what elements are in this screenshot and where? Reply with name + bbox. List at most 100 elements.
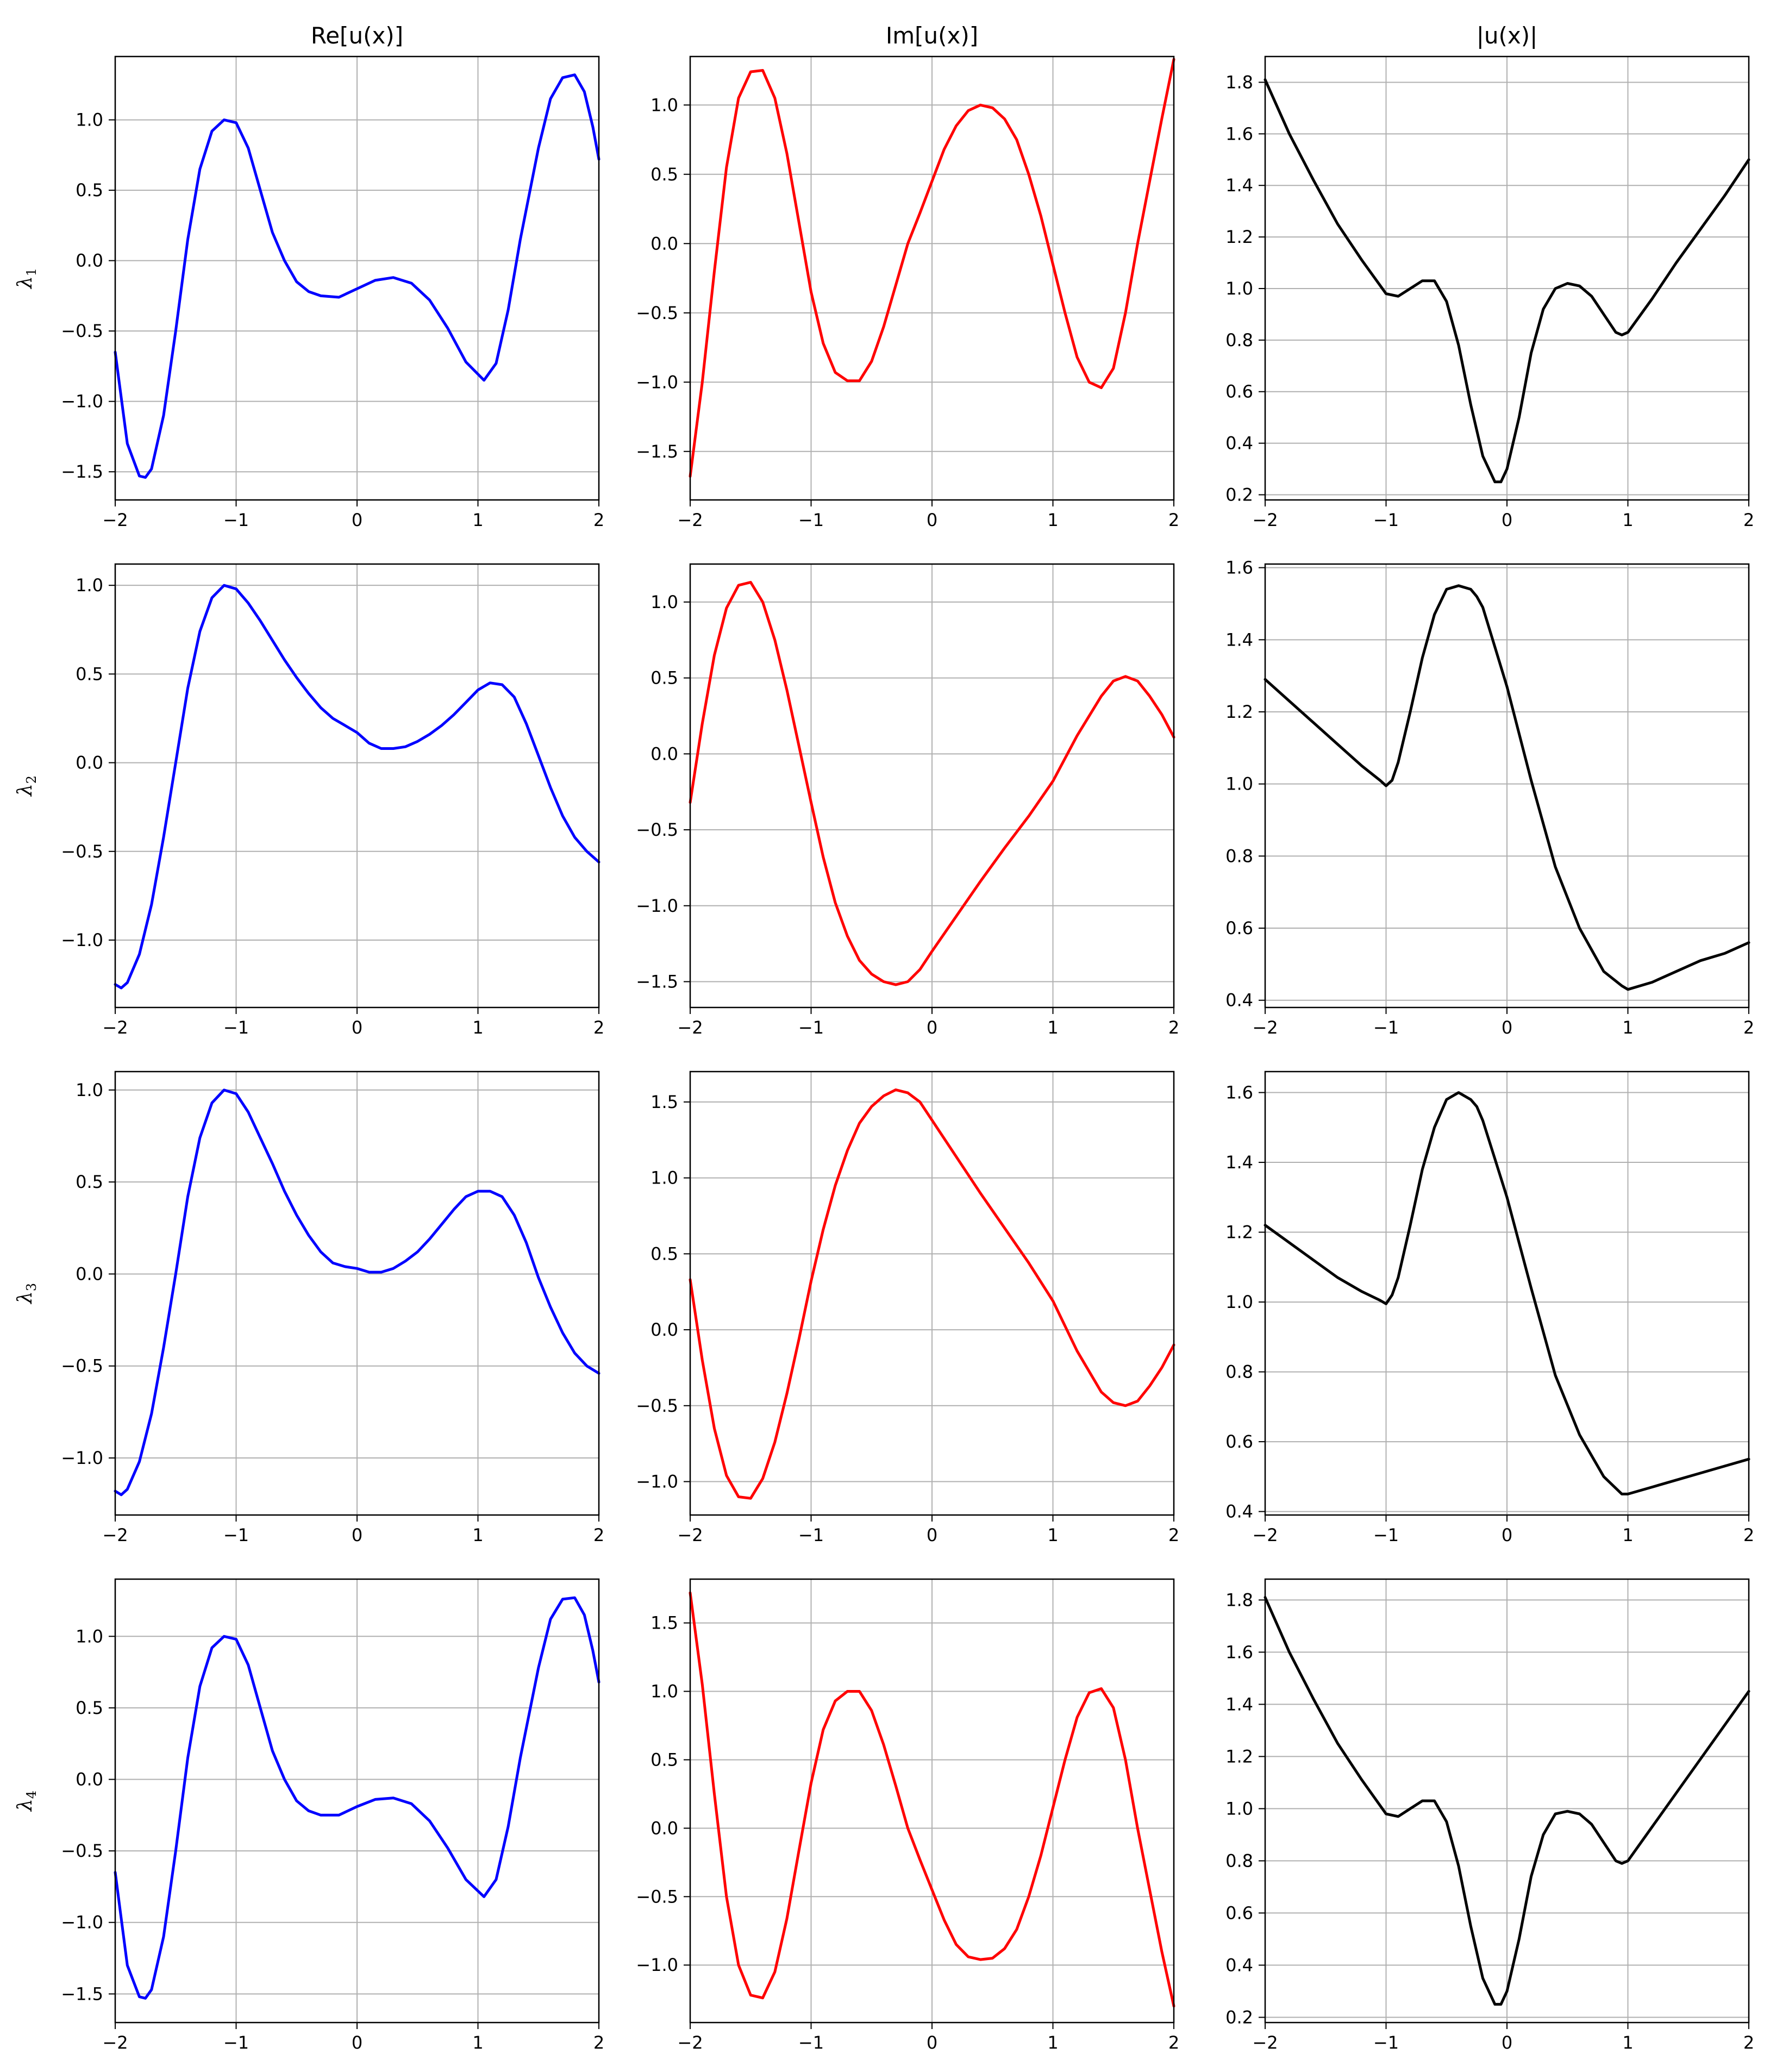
x-tick-label: 1: [1622, 2032, 1633, 2053]
y-tick-label: 0.4: [1225, 1955, 1253, 1975]
row-label-subscript: 2: [24, 775, 39, 784]
panel-r2-c1: −2 −1 0 1 2 −1.0 −0.5 0.0 0.5 1.0: [61, 563, 604, 1038]
series-line: [114, 1596, 601, 2000]
y-tick-label: 0.4: [1225, 1501, 1253, 1522]
panel-r1-c3: −2 −1 0 1 2 0.2 0.4 0.6 0.8 1.0 1.2 1.4 1.6 1.8: [1225, 55, 1754, 530]
col-title-re: Re[u(x)]: [311, 22, 403, 49]
x-tick-label: 1: [1622, 1525, 1633, 1545]
x-tick-label: 0: [1502, 1525, 1512, 1545]
x-tick-label: −1: [223, 1525, 249, 1545]
row-label-symbol: λ: [14, 1291, 36, 1305]
x-tick-label: −2: [1252, 1017, 1278, 1038]
y-tick-label: 1.0: [651, 95, 678, 115]
x-tick-label: −2: [677, 1525, 703, 1545]
y-tick-label: 1.0: [1225, 1292, 1253, 1312]
y-tick-label: 0.0: [76, 1769, 103, 1790]
x-tick-label: −2: [677, 2032, 703, 2053]
series-line: [689, 58, 1175, 478]
x-tick-label: 2: [1743, 1525, 1754, 1545]
y-tick-label: 1.0: [1225, 1798, 1253, 1819]
x-tick-label: −2: [677, 1017, 703, 1038]
x-tick-label: −2: [102, 2032, 128, 2053]
y-tick-label: −0.5: [61, 1841, 103, 1861]
x-tick-label: 2: [593, 1525, 604, 1545]
x-tick-label: 0: [1502, 510, 1512, 530]
x-tick-label: −1: [1373, 2032, 1399, 2053]
x-tick-label: 1: [1047, 1017, 1058, 1038]
y-tick-label: 0.5: [76, 1698, 103, 1718]
y-tick-label: 1.0: [651, 1168, 678, 1188]
y-tick-label: −1.0: [61, 930, 103, 950]
x-tick-label: 1: [472, 510, 483, 530]
col-title-abs: |u(x)|: [1477, 22, 1538, 49]
x-tick-label: −2: [102, 1017, 128, 1038]
y-tick-label: −1.5: [61, 1983, 103, 2004]
x-tick-label: −1: [798, 2032, 824, 2053]
y-tick-label: 0.5: [651, 668, 678, 688]
x-tick-label: −1: [1373, 1525, 1399, 1545]
x-tick-label: 0: [352, 1525, 362, 1545]
y-tick-label: 1.2: [1225, 702, 1253, 722]
row-label-subscript: 3: [24, 1283, 39, 1291]
y-tick-label: −0.5: [636, 819, 678, 840]
y-tick-label: 0.0: [651, 743, 678, 764]
x-tick-label: −2: [102, 510, 128, 530]
y-tick-label: 0.5: [651, 1243, 678, 1264]
x-tick-label: 2: [1168, 1017, 1179, 1038]
series-line: [689, 581, 1175, 986]
row-label-1: λ1: [14, 268, 39, 290]
y-tick-label: 1.0: [76, 1080, 103, 1100]
panel-r4-c3: −2 −1 0 1 2 0.2 0.4 0.6 0.8 1.0 1.2 1.4 1.6 1.8: [1225, 1578, 1754, 2053]
y-tick-label: −1.0: [61, 1448, 103, 1468]
panel-r4-c2: −2 −1 0 1 2 −1.0 −0.5 0.0 0.5 1.0 1.5: [636, 1578, 1179, 2053]
y-tick-label: 1.5: [651, 1613, 678, 1633]
y-tick-label: 1.6: [1225, 1642, 1253, 1662]
y-tick-label: 1.0: [651, 592, 678, 612]
x-tick-label: 2: [1168, 1525, 1179, 1545]
y-tick-label: 0.8: [1225, 846, 1253, 866]
row-label-symbol: λ: [14, 276, 36, 290]
y-tick-label: 0.6: [1225, 1902, 1253, 1923]
x-tick-label: −1: [1373, 510, 1399, 530]
x-tick-label: −1: [223, 510, 249, 530]
y-tick-label: −1.5: [636, 971, 678, 992]
y-tick-label: −0.5: [61, 1356, 103, 1376]
y-tick-label: −1.0: [636, 1472, 678, 1492]
x-tick-label: 2: [1743, 1017, 1754, 1038]
series-line: [114, 73, 601, 479]
x-tick-label: −2: [1252, 1525, 1278, 1545]
y-tick-label: −0.5: [61, 841, 103, 862]
x-tick-label: 0: [927, 510, 937, 530]
x-tick-label: 0: [927, 1525, 937, 1545]
y-tick-label: 1.6: [1225, 123, 1253, 144]
y-tick-label: 0.5: [76, 663, 103, 684]
x-tick-label: 2: [593, 1017, 604, 1038]
y-tick-label: 0.0: [651, 1818, 678, 1838]
y-tick-label: −1.0: [61, 1912, 103, 1933]
series-line: [1264, 78, 1750, 484]
y-tick-label: −1.0: [636, 896, 678, 916]
x-tick-label: −1: [223, 2032, 249, 2053]
y-tick-label: 0.0: [651, 233, 678, 254]
y-tick-label: 1.6: [1225, 1082, 1253, 1103]
x-tick-label: 2: [1168, 510, 1179, 530]
y-tick-label: 0.5: [76, 180, 103, 201]
y-tick-label: 0.0: [651, 1319, 678, 1340]
y-tick-label: 1.0: [76, 1626, 103, 1647]
x-tick-label: 1: [1047, 2032, 1058, 2053]
panel-r3-c1: −2 −1 0 1 2 −1.0 −0.5 0.0 0.5 1.0: [61, 1071, 604, 1545]
row-label-2: λ2: [14, 775, 39, 797]
x-tick-label: 2: [1743, 2032, 1754, 2053]
y-tick-label: 1.2: [1225, 1746, 1253, 1767]
col-title-im: Im[u(x)]: [886, 22, 978, 49]
x-tick-label: 2: [593, 510, 604, 530]
y-tick-label: 0.0: [76, 753, 103, 773]
x-tick-label: 0: [927, 2032, 937, 2053]
series-line: [1264, 1091, 1750, 1495]
y-tick-label: −0.5: [636, 303, 678, 323]
row-label-3: λ3: [14, 1283, 39, 1305]
x-tick-label: 0: [352, 2032, 362, 2053]
row-label-subscript: 4: [24, 1791, 39, 1799]
y-tick-label: 1.8: [1225, 1589, 1253, 1610]
